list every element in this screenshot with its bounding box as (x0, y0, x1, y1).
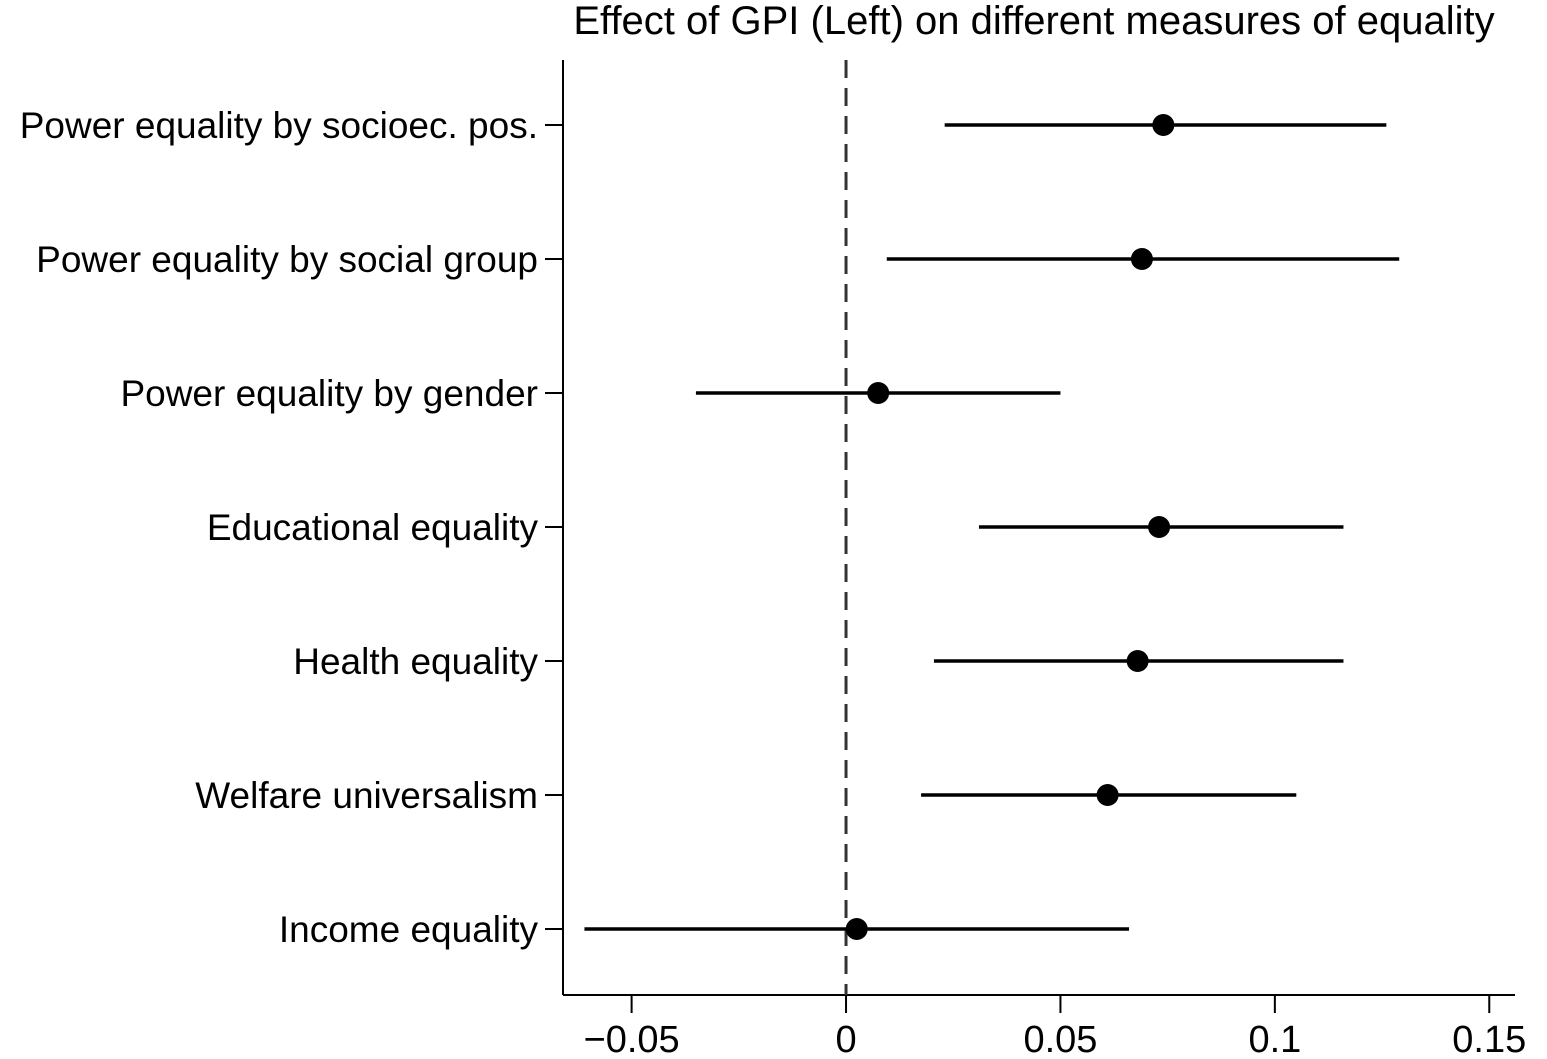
category-label: Power equality by socioec. pos. (20, 105, 538, 146)
estimate-row: Power equality by social group (36, 239, 1400, 280)
category-label: Power equality by social group (36, 239, 538, 280)
category-label: Welfare universalism (195, 775, 538, 816)
point-estimate (1130, 248, 1153, 270)
point-estimate (1096, 784, 1119, 806)
x-tick-label: 0 (835, 1019, 856, 1059)
x-tick-label: 0.15 (1452, 1019, 1526, 1059)
estimate-row: Health equality (293, 641, 1344, 682)
category-label: Educational equality (207, 507, 539, 548)
estimate-row: Welfare universalism (195, 775, 1297, 816)
category-label: Income equality (279, 909, 539, 950)
category-label: Health equality (293, 641, 538, 682)
estimate-row: Power equality by gender (120, 373, 1061, 414)
x-tick-label: 0.1 (1248, 1019, 1301, 1059)
chart-title: Effect of GPI (Left) on different measur… (573, 0, 1494, 43)
x-tick-label: −0.05 (584, 1019, 680, 1059)
estimate-row: Educational equality (207, 507, 1344, 548)
point-estimate (1126, 650, 1149, 672)
estimate-row: Income equality (279, 909, 1130, 950)
point-estimate (1148, 516, 1171, 538)
category-label: Power equality by gender (120, 373, 538, 414)
point-estimate (1152, 114, 1175, 136)
point-estimate (845, 918, 868, 940)
x-axis-ticks: −0.05 0 0.05 0.1 0.15 (584, 995, 1526, 1059)
estimate-row: Power equality by socioec. pos. (20, 105, 1387, 146)
estimate-rows: Power equality by socioec. pos. Power equ… (20, 105, 1400, 950)
point-estimate (867, 382, 890, 404)
x-tick-label: 0.05 (1023, 1019, 1097, 1059)
